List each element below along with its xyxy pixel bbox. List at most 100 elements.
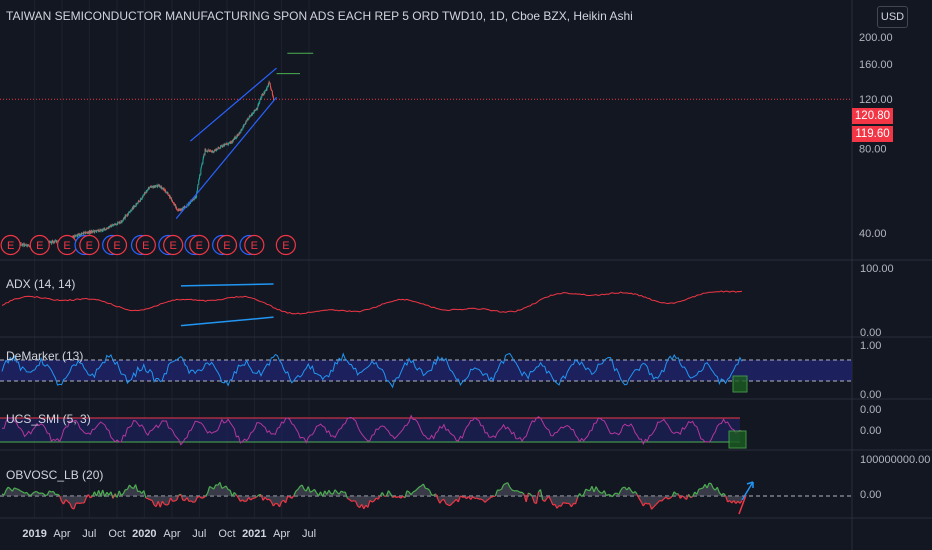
candle-body: [96, 229, 98, 232]
currency-button[interactable]: USD: [877, 6, 908, 28]
candle-body: [256, 108, 258, 110]
obv-line-segment: [439, 499, 443, 504]
candle-body: [92, 231, 94, 233]
obv-line-segment: [225, 485, 229, 490]
candle-body: [131, 210, 133, 212]
obv-line-segment: [628, 486, 632, 491]
obv-line-segment: [579, 493, 583, 497]
obv-line-segment: [723, 492, 727, 497]
candle-body: [269, 83, 271, 86]
candle-body: [205, 150, 207, 152]
candle-body: [155, 186, 157, 188]
obv-line-segment: [606, 493, 609, 497]
obv-line-segment: [690, 496, 693, 499]
obv-line-segment: [585, 488, 589, 491]
candle-body: [23, 243, 25, 245]
obv-line-segment: [563, 501, 566, 504]
obv-line-segment: [669, 496, 673, 499]
obv-line-segment: [688, 493, 692, 498]
obv-line-segment: [203, 495, 206, 499]
candle-body: [24, 244, 26, 246]
obv-label[interactable]: OBVOSC_LB (20): [6, 468, 104, 482]
obv-line-segment: [657, 500, 661, 504]
obv-line-segment: [457, 495, 461, 503]
candle-body: [204, 148, 206, 155]
candle-body: [96, 231, 98, 233]
candle-body: [204, 148, 206, 152]
candle-body: [152, 187, 154, 189]
candle-body: [259, 100, 261, 103]
candle-body: [164, 189, 166, 192]
candle-body: [264, 90, 266, 92]
obv-line-segment: [418, 485, 422, 488]
obv-line-segment: [661, 498, 665, 502]
obv-line-segment: [250, 497, 254, 501]
obv-line-segment: [663, 496, 667, 500]
candle-body: [257, 107, 259, 110]
earnings-marker: [216, 234, 238, 256]
channel-upper-line: [189, 67, 277, 142]
obv-line-segment: [285, 496, 289, 504]
obv-line-segment: [509, 486, 513, 491]
candle-body: [136, 203, 138, 205]
smi-label[interactable]: UCS_SMI (5, 3): [6, 412, 91, 426]
obv-line-segment: [560, 502, 564, 507]
obv-line-segment: [638, 498, 642, 503]
candle-body: [160, 186, 162, 189]
obv-line-segment: [73, 502, 77, 510]
candle-body: [255, 110, 257, 112]
candle-body: [201, 164, 203, 167]
obv-line-segment: [556, 505, 560, 509]
obv-line-segment: [188, 500, 192, 502]
obv-line-segment: [677, 493, 681, 499]
obv-line-segment: [511, 489, 515, 492]
obv-line-segment: [104, 491, 108, 497]
obv-line-segment: [268, 498, 272, 503]
obv-line-segment: [198, 495, 202, 499]
obv-line-segment: [451, 501, 455, 504]
demarker-label[interactable]: DeMarker (13): [6, 349, 84, 363]
earnings-label: E: [251, 240, 258, 252]
obv-line-segment: [535, 491, 540, 504]
earnings-marker: [106, 234, 128, 256]
candle-body: [192, 199, 194, 201]
candle-body: [194, 198, 196, 200]
obv-line-segment: [244, 500, 247, 503]
candle-body: [54, 240, 56, 242]
obv-line-segment: [190, 500, 194, 503]
candle-body: [273, 97, 275, 101]
obv-line-segment: [164, 503, 167, 506]
obv-line-segment: [213, 484, 217, 490]
adx-label[interactable]: ADX (14, 14): [6, 277, 76, 291]
obv-line-segment: [332, 489, 336, 495]
earnings-label: E: [113, 240, 120, 252]
obv-line-segment: [525, 492, 529, 503]
candle-body: [219, 147, 221, 149]
candle-body: [198, 179, 200, 181]
candle-body: [159, 186, 161, 188]
candle-body: [177, 209, 179, 211]
obv-line-segment: [710, 483, 714, 489]
candle-body: [159, 185, 161, 187]
obv-line-segment: [523, 494, 527, 503]
candle-body: [237, 135, 239, 137]
obv-line-segment: [338, 490, 342, 495]
candle-body: [243, 124, 245, 127]
obv-line-segment: [100, 489, 104, 496]
candle-body: [223, 144, 225, 146]
candle-body: [266, 87, 268, 91]
obv-line-segment: [548, 495, 552, 501]
candle-body: [239, 132, 241, 134]
obv-line-segment: [264, 496, 268, 501]
price-axis-tick: 160.00: [859, 59, 893, 71]
obv-line-segment: [340, 490, 344, 493]
candle-body: [198, 177, 200, 180]
obv-line-segment: [472, 496, 476, 499]
candle-body: [81, 233, 83, 235]
candle-body: [56, 241, 58, 243]
candle-body: [104, 228, 106, 231]
obv-line-segment: [98, 490, 102, 496]
candle-body: [238, 133, 240, 135]
obv-line-segment: [194, 497, 198, 503]
